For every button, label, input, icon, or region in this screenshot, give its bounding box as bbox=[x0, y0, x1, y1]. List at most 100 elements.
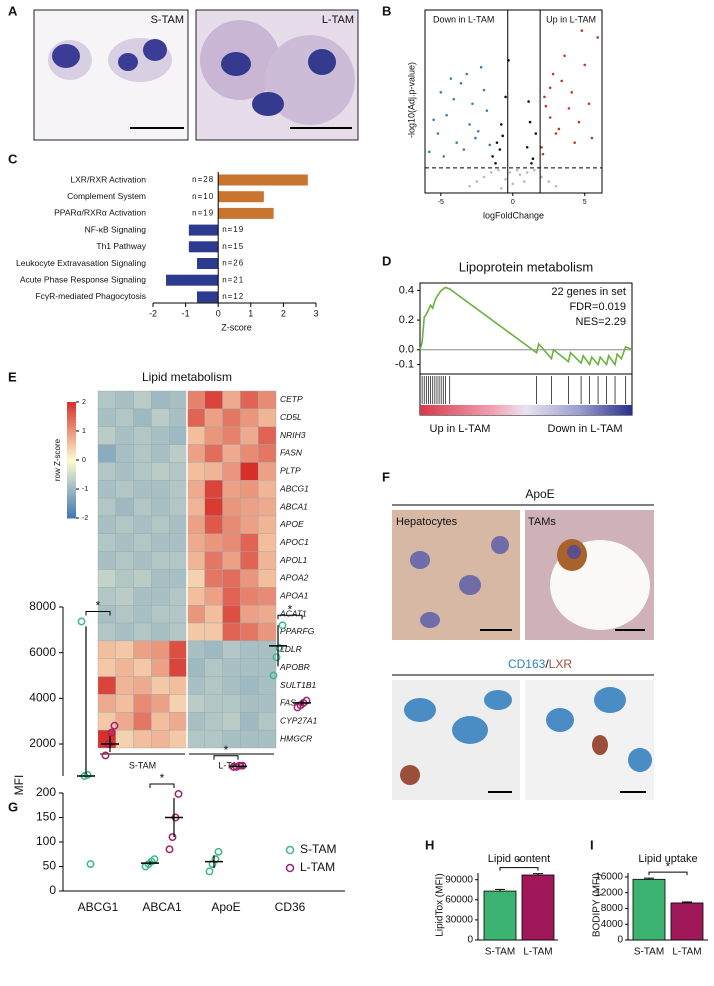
heat-cell bbox=[115, 729, 134, 749]
bar bbox=[188, 241, 219, 253]
heat-cell bbox=[151, 676, 170, 695]
bar bbox=[188, 224, 219, 236]
image-title: ApoE bbox=[525, 487, 554, 501]
heat-cell bbox=[168, 515, 188, 535]
annotation: Up in L-TAM bbox=[546, 14, 596, 24]
colorbar-segment bbox=[67, 402, 76, 406]
heat-cell bbox=[151, 426, 170, 445]
point bbox=[471, 102, 474, 106]
heat-cell bbox=[133, 533, 152, 552]
significance-bracket bbox=[648, 871, 688, 876]
heat-cell bbox=[186, 515, 205, 535]
heat-cell bbox=[222, 676, 241, 695]
panel-letter: G bbox=[8, 799, 18, 814]
point bbox=[475, 180, 479, 183]
stain-cd163: CD163 bbox=[508, 657, 546, 671]
y-tick-label: 0.4 bbox=[399, 284, 414, 296]
point bbox=[452, 97, 456, 101]
point bbox=[511, 182, 515, 186]
nucleus bbox=[308, 49, 336, 75]
heat-cell bbox=[240, 729, 259, 749]
heat-cell bbox=[240, 694, 259, 713]
heat-cell bbox=[151, 533, 170, 552]
heat-cell bbox=[168, 712, 188, 731]
heat-cell bbox=[240, 605, 259, 624]
point bbox=[205, 867, 214, 876]
x-tick-label: ABCG1 bbox=[78, 900, 119, 914]
point bbox=[489, 171, 493, 174]
heat-cell bbox=[168, 569, 188, 588]
heat-cell bbox=[115, 658, 134, 677]
bar bbox=[218, 191, 264, 203]
bar bbox=[521, 874, 555, 941]
point bbox=[525, 171, 529, 174]
heat-cell bbox=[186, 480, 205, 499]
point bbox=[211, 855, 220, 864]
heat-cell bbox=[258, 533, 277, 552]
heat-cell bbox=[168, 676, 188, 695]
heat-cell bbox=[133, 605, 152, 624]
point bbox=[479, 65, 483, 69]
point bbox=[573, 141, 576, 144]
heat-cell bbox=[258, 497, 277, 517]
chart-title: Lipid uptake bbox=[638, 853, 697, 865]
point bbox=[498, 148, 502, 151]
heat-cell bbox=[115, 444, 134, 463]
point bbox=[533, 168, 536, 172]
colorbar-segment bbox=[67, 491, 76, 496]
heat-cell bbox=[258, 426, 277, 445]
panel-letter: B bbox=[382, 3, 391, 18]
heat-cell bbox=[240, 390, 259, 410]
heat-cell bbox=[186, 408, 205, 427]
row-label: ABCA1 bbox=[279, 501, 308, 511]
heat-cell bbox=[258, 587, 277, 606]
heat-cell bbox=[204, 390, 223, 410]
heat-cell bbox=[115, 515, 134, 535]
point bbox=[501, 134, 505, 138]
point bbox=[525, 145, 529, 149]
heat-cell bbox=[240, 533, 259, 552]
legend-label: S-TAM bbox=[300, 842, 336, 856]
heat-cell bbox=[222, 640, 241, 659]
point bbox=[540, 175, 543, 179]
heat-cell bbox=[115, 390, 134, 410]
y-tick-label: 30000 bbox=[445, 915, 473, 926]
point bbox=[508, 171, 512, 174]
cd163-cell bbox=[628, 748, 652, 772]
heat-cell bbox=[222, 569, 241, 588]
y-tick-label: 0 bbox=[617, 935, 623, 946]
heat-cell bbox=[133, 390, 152, 410]
colorbar-segment bbox=[67, 471, 76, 475]
point bbox=[497, 168, 500, 172]
heat-cell bbox=[222, 462, 241, 481]
y-tick-label: 4000 bbox=[601, 919, 624, 930]
point bbox=[482, 175, 486, 179]
colorbar-segment bbox=[67, 509, 76, 513]
colorbar-segment bbox=[67, 486, 76, 490]
point bbox=[462, 148, 466, 151]
heat-cell bbox=[204, 587, 223, 606]
colorbar-segment bbox=[67, 433, 76, 438]
heat-cell bbox=[258, 480, 277, 499]
colorbar-tick-label: -1 bbox=[82, 486, 88, 493]
x-tick-label: -5 bbox=[438, 199, 444, 206]
y-tick-label: 200 bbox=[36, 785, 56, 799]
stain-label: CD163/LXR bbox=[508, 657, 572, 671]
significance-label: * bbox=[224, 743, 229, 757]
heat-cell bbox=[115, 605, 134, 624]
point bbox=[541, 152, 545, 156]
heat-cell bbox=[115, 497, 134, 517]
point bbox=[540, 145, 543, 149]
colorbar-segment bbox=[67, 489, 76, 493]
colorbar-segment bbox=[67, 413, 76, 417]
heat-cell bbox=[133, 551, 152, 570]
heat-cell bbox=[258, 605, 277, 624]
nucleus bbox=[491, 536, 509, 554]
x-tick-label: ABCA1 bbox=[142, 900, 182, 914]
heat-cell bbox=[151, 622, 170, 642]
legend-marker bbox=[285, 845, 295, 855]
colorbar-tick-label: 0 bbox=[82, 457, 86, 464]
heat-cell bbox=[97, 712, 116, 731]
heat-cell bbox=[97, 676, 116, 695]
heat-cell bbox=[258, 444, 277, 463]
